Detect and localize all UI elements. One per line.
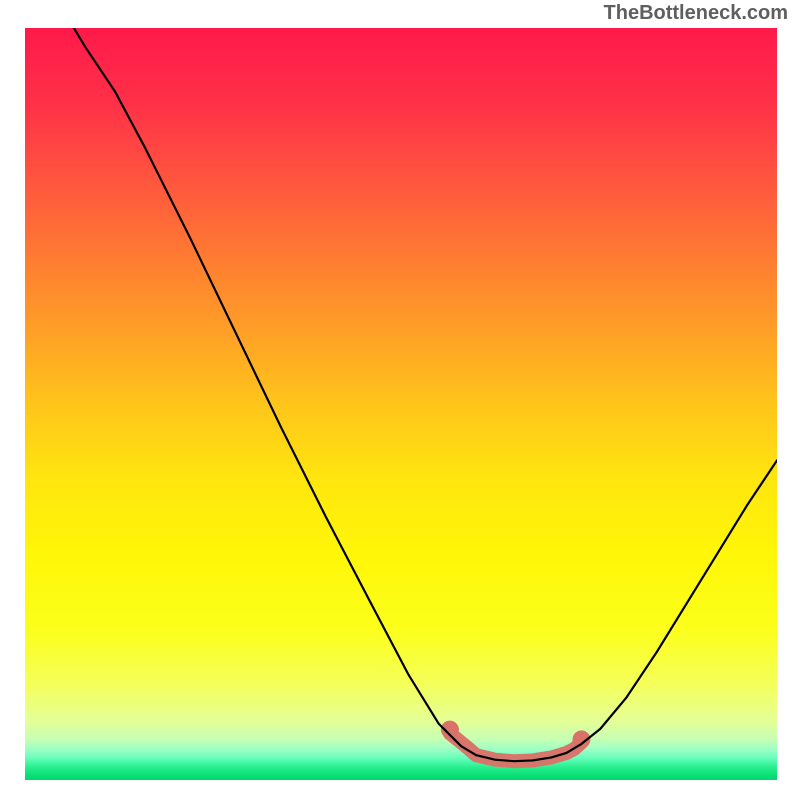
chart-frame: TheBottleneck.com (0, 0, 800, 800)
bottleneck-curve (74, 28, 777, 761)
plot-area (25, 28, 777, 780)
chart-svg-layer (25, 28, 777, 780)
attribution-label: TheBottleneck.com (604, 2, 788, 25)
highlight-band (450, 733, 582, 761)
